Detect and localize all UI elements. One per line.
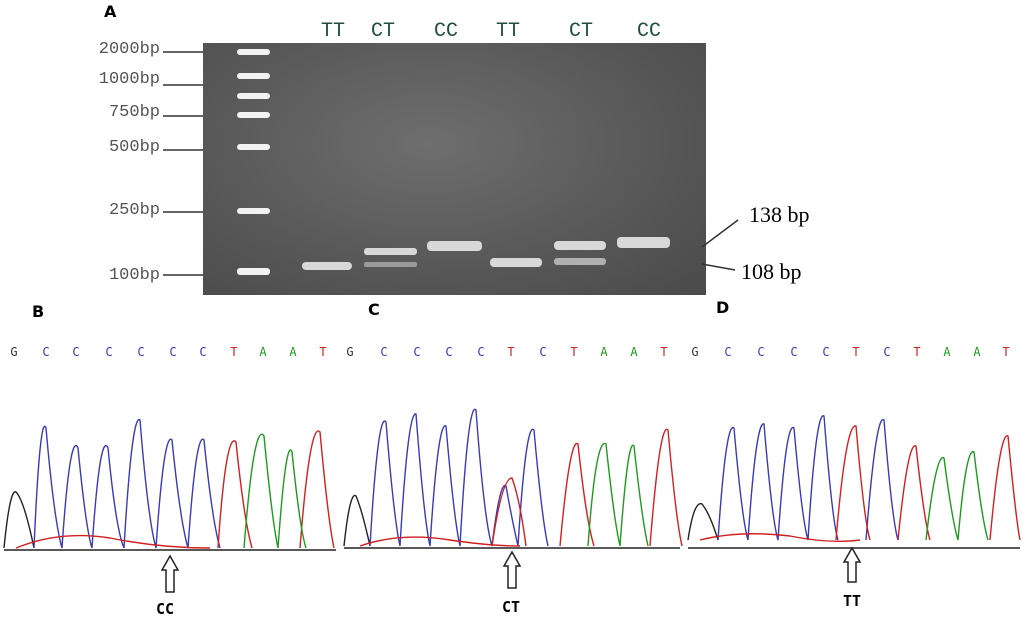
band-tt1-108 xyxy=(302,262,352,270)
band-tt2-108 xyxy=(490,258,542,267)
trace-a-d xyxy=(925,451,989,541)
ladder-band xyxy=(237,208,270,214)
base-c-7: C xyxy=(539,345,547,359)
trace-g-d xyxy=(687,502,719,541)
lane-label-2: CT xyxy=(370,20,395,43)
base-c-9: A xyxy=(600,345,608,359)
base-calls: G C C C C C C T A A T G C C C C T C T A … xyxy=(0,345,1024,361)
lane-label-1: TT xyxy=(320,20,345,43)
base-b-3: C xyxy=(72,345,80,359)
base-c-6: T xyxy=(507,345,515,359)
lane-label-6: CC xyxy=(636,20,661,43)
base-b-2: C xyxy=(42,345,50,359)
panel-b-letter: B xyxy=(32,302,45,321)
base-c-2: C xyxy=(380,345,388,359)
ladder-bands xyxy=(237,49,270,275)
base-d-2: C xyxy=(724,345,732,359)
genotype-label-c: CT xyxy=(501,598,521,616)
base-d-1: G xyxy=(691,345,699,359)
genotype-label-d: TT xyxy=(842,592,862,610)
trace-c-c xyxy=(369,408,549,547)
trace-t-b xyxy=(15,430,335,549)
base-c-1: G xyxy=(346,345,354,359)
band-ct2-108 xyxy=(554,258,606,265)
band-label-138: 138 bp xyxy=(749,202,810,227)
base-b-6: C xyxy=(169,345,177,359)
base-d-8: T xyxy=(913,345,921,359)
ladder-band xyxy=(237,112,270,118)
band-cc2-138 xyxy=(617,237,670,248)
base-b-5: C xyxy=(137,345,145,359)
band-cc1-138 xyxy=(427,241,482,251)
ladder-label-500: 500bp xyxy=(108,138,160,157)
genotype-label-b: CC xyxy=(155,600,175,618)
ladder-band xyxy=(237,49,270,55)
base-b-9: A xyxy=(259,345,267,359)
base-b-8: T xyxy=(230,345,238,359)
base-c-8: T xyxy=(570,345,578,359)
base-d-7: C xyxy=(883,345,891,359)
base-c-10: A xyxy=(630,345,638,359)
trace-a-b xyxy=(243,433,307,549)
lane-label-4: TT xyxy=(495,20,520,43)
base-d-6: T xyxy=(852,345,860,359)
pointer-108 xyxy=(701,263,736,271)
base-d-3: C xyxy=(757,345,765,359)
base-b-10: A xyxy=(289,345,297,359)
ladder-label-750: 750bp xyxy=(108,103,160,122)
chromatogram-c xyxy=(343,408,683,549)
band-ct1-108 xyxy=(364,262,417,267)
trace-a-c xyxy=(587,442,649,547)
ladder-band xyxy=(237,73,270,79)
panel-c-letter: C xyxy=(368,300,380,319)
band-ct1-138 xyxy=(364,248,417,255)
trace-t-d xyxy=(699,425,1021,543)
ladder-label-1000: 1000bp xyxy=(98,70,160,89)
panel-d-letter: D xyxy=(716,298,730,317)
band-ct2-138 xyxy=(554,241,606,250)
chromatogram-d xyxy=(687,415,1021,549)
base-d-10: A xyxy=(973,345,981,359)
base-d-5: C xyxy=(822,345,830,359)
arrow-c xyxy=(502,550,522,589)
trace-g-c xyxy=(343,494,371,547)
ladder-label-2000: 2000bp xyxy=(98,40,160,59)
trace-t-c xyxy=(359,428,683,547)
base-d-9: A xyxy=(943,345,951,359)
base-b-7: C xyxy=(199,345,207,359)
base-d-4: C xyxy=(790,345,798,359)
base-b-1: G xyxy=(10,345,18,359)
ladder-band xyxy=(237,268,270,275)
base-c-3: C xyxy=(413,345,421,359)
arrow-d xyxy=(842,546,862,583)
panel-a-letter: A xyxy=(104,2,117,21)
lane-label-3: CC xyxy=(433,20,458,43)
gel-image xyxy=(203,43,706,295)
base-d-11: T xyxy=(1002,345,1010,359)
pointer-138 xyxy=(701,219,739,248)
sample-bands xyxy=(302,237,670,270)
arrow-b xyxy=(160,554,180,593)
ladder-band xyxy=(237,93,270,99)
band-label-108: 108 bp xyxy=(741,259,802,284)
base-c-11: T xyxy=(660,345,668,359)
chromatogram-b xyxy=(3,418,336,551)
trace-c-b xyxy=(33,418,221,549)
ladder-band xyxy=(237,144,270,150)
trace-c-d xyxy=(717,415,899,541)
base-c-4: C xyxy=(445,345,453,359)
ladder-ticks xyxy=(163,51,203,276)
ladder-label-100: 100bp xyxy=(108,266,160,285)
base-b-4: C xyxy=(105,345,113,359)
lane-label-5: CT xyxy=(568,20,593,43)
ladder-label-250: 250bp xyxy=(108,201,160,220)
band-pointers xyxy=(701,219,739,271)
trace-g-b xyxy=(3,491,35,549)
base-c-5: C xyxy=(477,345,485,359)
base-b-11: T xyxy=(319,345,327,359)
